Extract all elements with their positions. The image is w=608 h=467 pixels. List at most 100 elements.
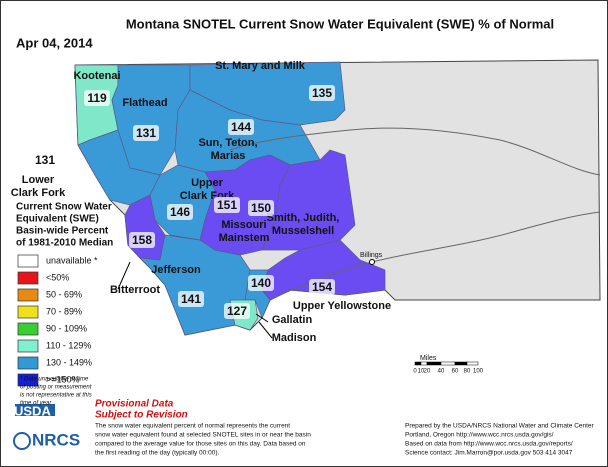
basin-value: 151 xyxy=(217,198,237,212)
legend-label: 90 - 109% xyxy=(46,323,87,333)
scale-tick: 60 xyxy=(452,369,459,375)
scale-tick: 10 xyxy=(418,369,425,375)
legend-note: of posting or measurement xyxy=(20,385,92,391)
basin-name: Smith, Judith, xyxy=(267,212,340,224)
legend-label: <50% xyxy=(46,272,69,282)
credits: Science contact: Jim.Marron@por.usda.gov… xyxy=(405,450,573,457)
value-box xyxy=(214,197,240,213)
basin-value: 158 xyxy=(132,233,152,247)
basin-name: Jefferson xyxy=(151,264,201,276)
credits: Portland, Oregon http://www.wcc.nrcs.usd… xyxy=(405,432,554,439)
provisional-note: Subject to Revision xyxy=(95,410,188,421)
legend-note: is not representative at this xyxy=(20,393,92,399)
value-box xyxy=(167,204,193,220)
legend-title: Current Snow Water xyxy=(16,202,112,213)
value-box xyxy=(228,119,254,135)
value-box xyxy=(32,152,58,168)
basin-name: Clark Fork xyxy=(11,187,66,199)
basin-value: 154 xyxy=(312,280,332,294)
value-box xyxy=(84,90,110,106)
legend-swatch xyxy=(17,322,39,336)
usda-logo xyxy=(15,404,55,416)
date: Apr 04, 2014 xyxy=(16,35,93,50)
basin-name: Marias xyxy=(211,150,246,162)
scale-tick: 100 xyxy=(473,369,484,375)
value-box xyxy=(224,303,250,319)
legend-label: 50 - 69% xyxy=(46,289,82,299)
legend-swatch xyxy=(17,271,39,285)
scale-segment xyxy=(414,361,422,366)
provisional-note: Provisional Data xyxy=(95,399,174,410)
basin-value: 119 xyxy=(87,91,107,105)
basin-name: St. Mary and Milk xyxy=(215,60,306,72)
basin-value: 131 xyxy=(136,126,156,140)
leader-line xyxy=(258,321,273,339)
legend-title: Basin-wide Percent xyxy=(16,226,109,237)
value-box xyxy=(248,275,274,291)
title: Montana SNOTEL Current Snow Water Equiva… xyxy=(126,16,554,31)
basin-value: 150 xyxy=(251,201,271,215)
legend-label: unavailable * xyxy=(46,255,98,265)
legend-swatch xyxy=(17,339,39,353)
value-box xyxy=(129,232,155,248)
basin-value: 141 xyxy=(181,292,201,306)
basin-name: Madison xyxy=(272,332,317,344)
description: The snow water equivalent percent of nor… xyxy=(95,423,290,430)
basin-value: 140 xyxy=(251,276,271,290)
description: snow water equivalent found at selected … xyxy=(95,432,311,439)
basin-name: Lower xyxy=(22,174,55,186)
credits: Prepared by the USDA/NRCS National Water… xyxy=(405,423,595,430)
legend-label: 70 - 89% xyxy=(46,306,82,316)
basin-name: Missouri xyxy=(221,219,266,231)
basin-name: Gallatin xyxy=(272,314,313,326)
logo-shape xyxy=(13,432,31,450)
basin-area xyxy=(261,149,356,251)
basin-name: Mainstem xyxy=(219,232,270,244)
description: compared to the average value for those … xyxy=(95,441,306,448)
basin-name: Musselshell xyxy=(272,225,334,237)
scale-tick: 80 xyxy=(464,369,471,375)
legend-swatch xyxy=(17,305,39,319)
legend-note: * Data unavailable at time xyxy=(20,377,89,383)
legend-label: 110 - 129% xyxy=(46,340,91,350)
scale-segment xyxy=(466,361,479,366)
basin-name: Flathead xyxy=(122,97,167,109)
scale-segment xyxy=(426,361,442,366)
legend-swatch xyxy=(17,356,39,370)
legend-title: of 1981-2010 Median xyxy=(16,238,113,249)
legend-title: Equivalent (SWE) xyxy=(16,214,99,225)
river xyxy=(269,211,601,301)
basin-name: Bitterroot xyxy=(110,284,160,296)
basin-name: Upper Yellowstone xyxy=(293,300,391,312)
value-box xyxy=(178,291,204,307)
value-box xyxy=(309,279,335,295)
logo-text: USDA xyxy=(14,403,51,418)
basin-value: 131 xyxy=(35,153,55,167)
logo-text: NRCS xyxy=(32,430,80,449)
river xyxy=(229,127,601,176)
city-label: Billings xyxy=(360,252,383,259)
leader-line xyxy=(117,261,131,290)
scale-tick: 0 xyxy=(413,369,417,375)
basin-value: 127 xyxy=(227,304,247,318)
scale-segment xyxy=(454,361,468,366)
legend-note: time of year xyxy=(20,401,52,407)
credits: Based on data from http://www.wcc.nrcs.u… xyxy=(405,441,573,448)
value-box xyxy=(133,125,159,141)
scale-tick: 20 xyxy=(424,369,431,375)
legend-label: >=150% xyxy=(46,374,80,384)
value-box xyxy=(248,200,274,216)
legend-swatch xyxy=(17,288,39,302)
legend-swatch xyxy=(17,254,39,268)
basin-value: 146 xyxy=(170,205,190,219)
basin-name: Upper xyxy=(191,177,224,189)
leader-line xyxy=(255,313,269,323)
scale-segment xyxy=(440,361,456,366)
scale-unit: Miles xyxy=(420,355,437,362)
basin-name: Sun, Teton, xyxy=(198,137,257,149)
basin-value: 144 xyxy=(231,120,251,134)
basin-value: 135 xyxy=(312,86,332,100)
legend-swatch xyxy=(17,373,39,387)
logo-shape xyxy=(15,404,55,416)
